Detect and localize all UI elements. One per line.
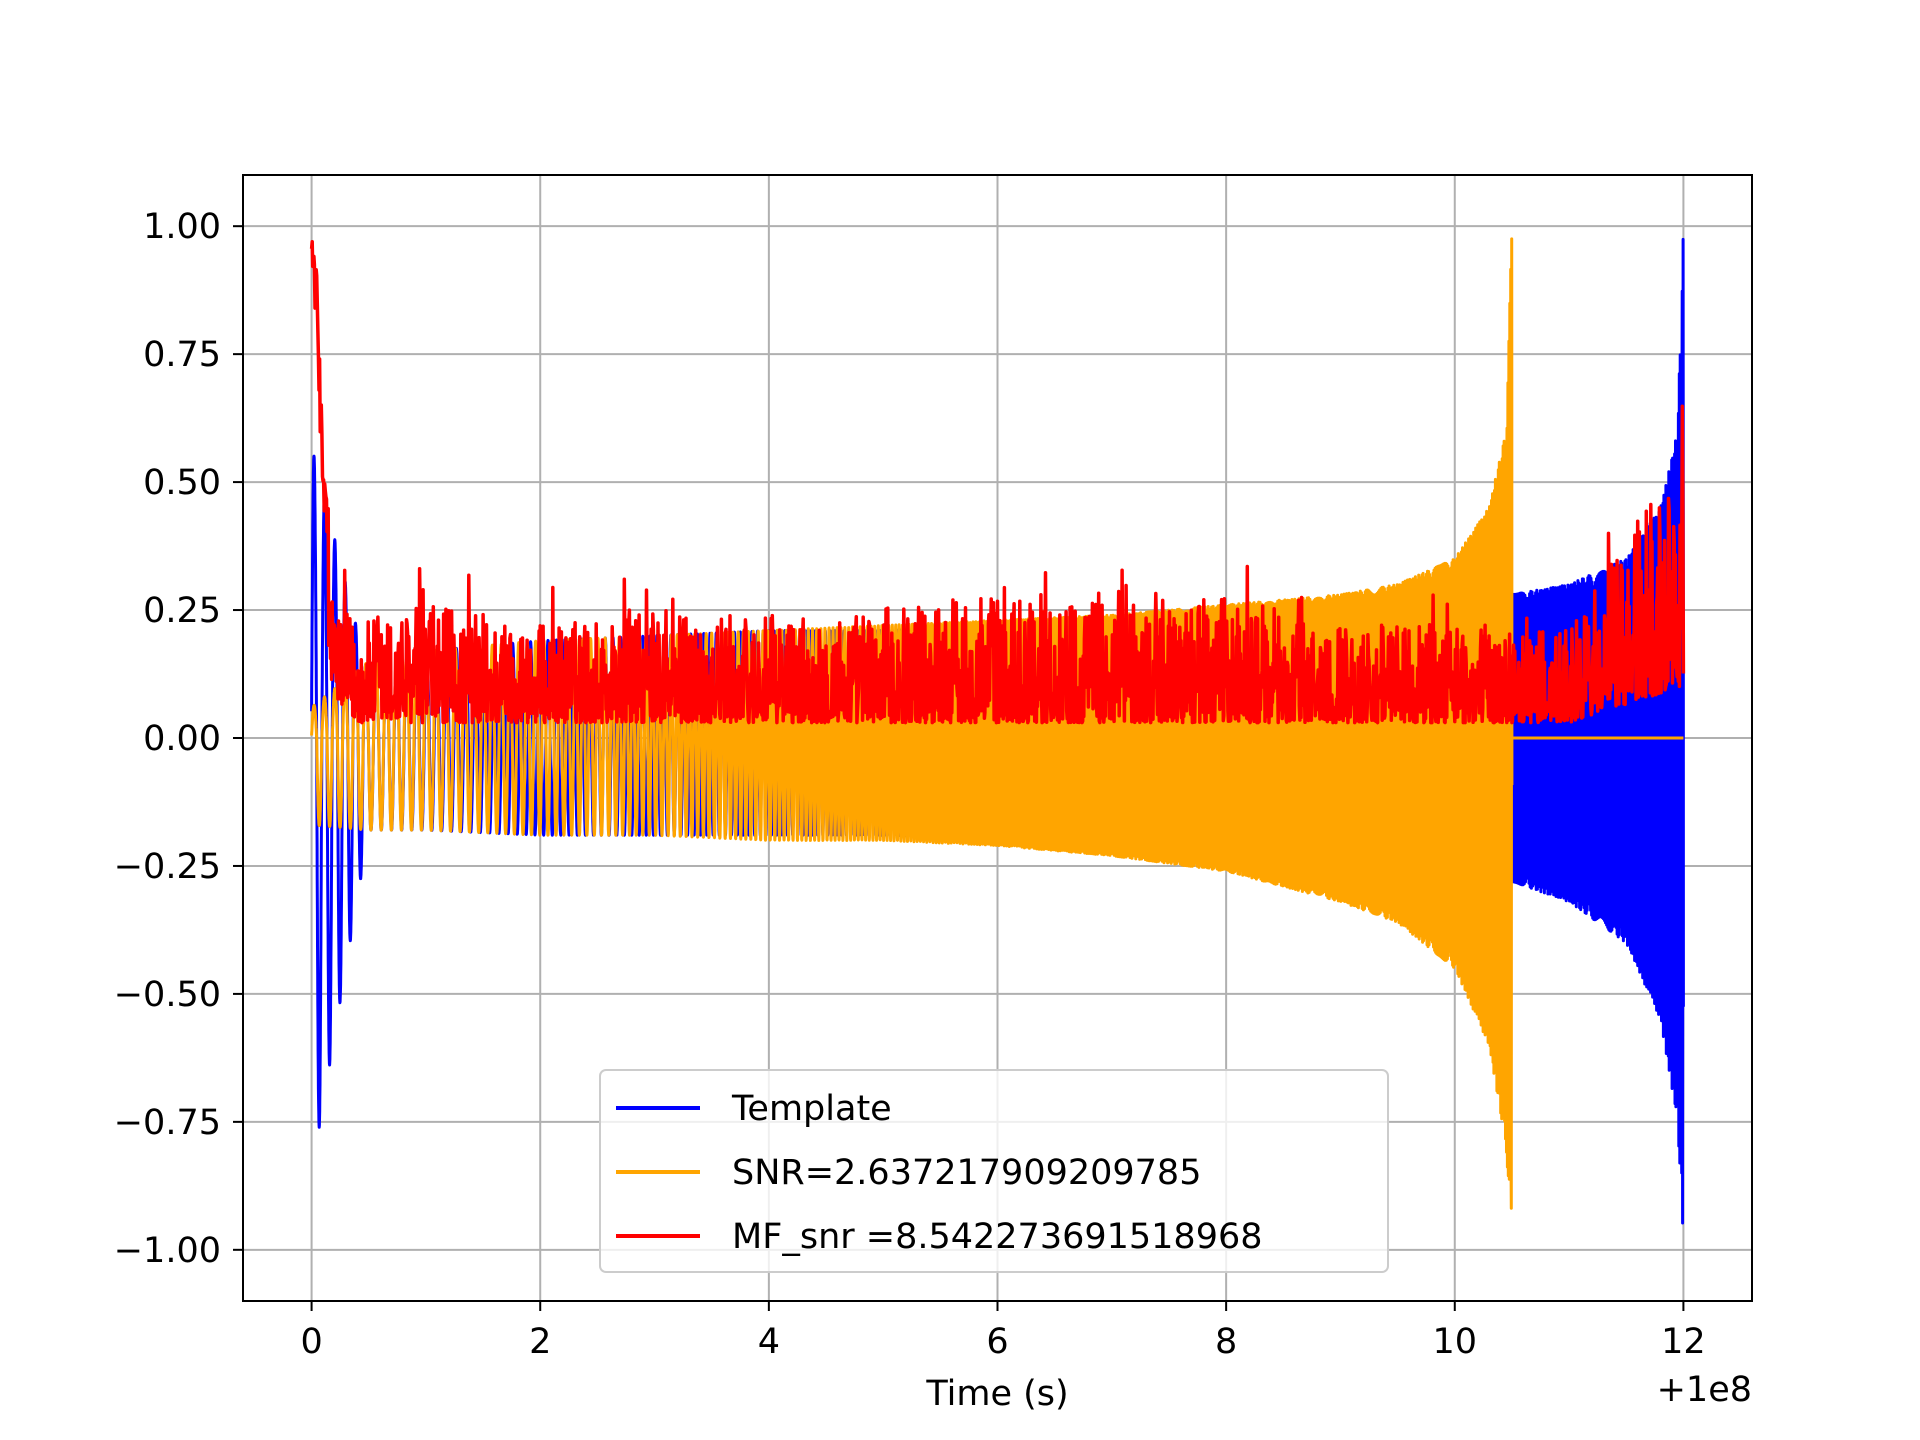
legend: Template SNR=2.637217909209785 MF_snr =8.5… (599, 1069, 1389, 1273)
legend-label: MF_snr =8.542273691518968 (732, 1217, 1263, 1257)
legend-label: SNR=2.637217909209785 (732, 1153, 1201, 1193)
x-tick-label: 10 (1432, 1322, 1477, 1362)
series-line (309, 239, 1686, 725)
x-tick-label: 0 (300, 1322, 322, 1362)
legend-label: Template (731, 1089, 892, 1129)
x-tick-label: 8 (1215, 1322, 1237, 1362)
x-tick-label: 12 (1661, 1322, 1706, 1362)
series-layer (309, 237, 1686, 1225)
axis-ticks: 0 2 4 6 8 10 12 1.00 0.75 0.50 0.25 0.00 −0.25 −0.50 −… (114, 207, 1706, 1362)
y-tick-label: 0.75 (143, 335, 221, 375)
y-tick-label: −1.00 (114, 1231, 221, 1271)
x-tick-label: 4 (758, 1322, 780, 1362)
x-tick-label: 2 (529, 1322, 551, 1362)
x-tick-label: 6 (986, 1322, 1008, 1362)
y-tick-label: −0.25 (114, 847, 221, 887)
y-tick-label: −0.50 (114, 975, 221, 1015)
y-tick-label: −0.75 (114, 1103, 221, 1143)
x-axis-label: Time (s) (925, 1374, 1068, 1414)
y-tick-label: 0.00 (143, 719, 221, 759)
legend-box (599, 1069, 1389, 1273)
y-tick-label: 0.50 (143, 463, 221, 503)
x-axis-offset-label: +1e8 (1657, 1370, 1752, 1410)
y-tick-label: 0.25 (143, 591, 221, 631)
y-tick-label: 1.00 (143, 207, 221, 247)
